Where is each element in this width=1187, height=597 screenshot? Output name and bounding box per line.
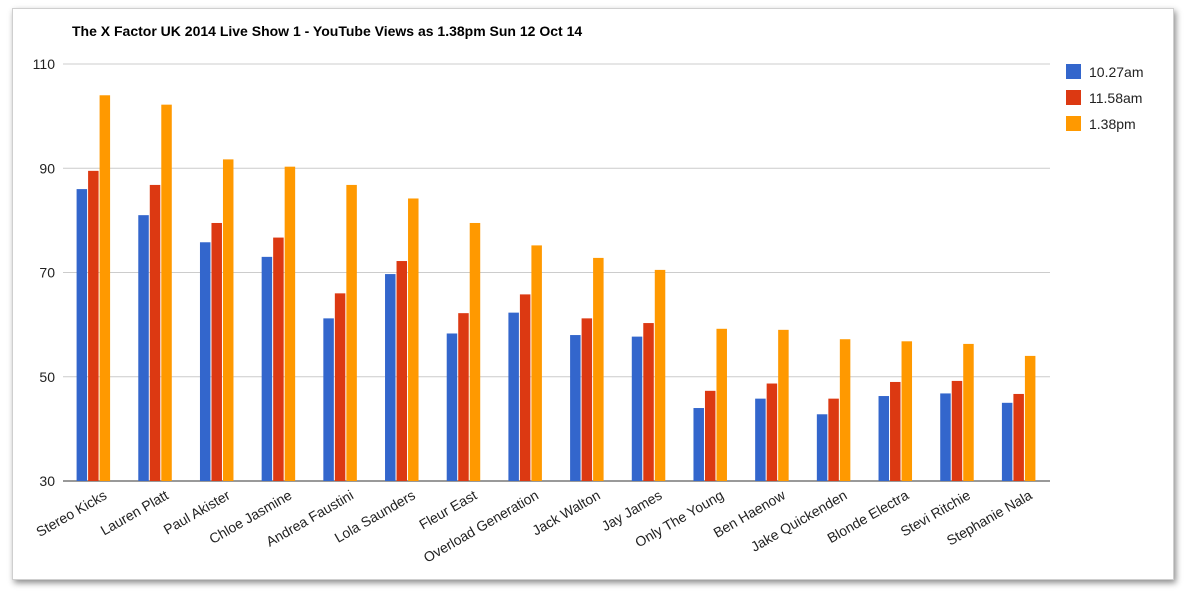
bars [76, 95, 1036, 482]
legend: 10.27am 11.58am 1.38pm [1066, 64, 1143, 132]
bar [878, 396, 890, 481]
bar [508, 312, 519, 481]
y-tick-label: 30 [39, 473, 55, 489]
bar [901, 341, 913, 481]
bar [408, 198, 419, 482]
bar [261, 256, 273, 481]
x-category-label: Lauren Platt [98, 487, 171, 539]
bar [716, 328, 727, 481]
bar [963, 343, 974, 481]
y-tick-label: 90 [39, 160, 55, 176]
chart-title: The X Factor UK 2014 Live Show 1 - YouTu… [72, 23, 583, 39]
bar [643, 323, 654, 481]
bar [766, 383, 778, 481]
legend-label: 11.58am [1089, 90, 1142, 106]
bar [99, 95, 111, 482]
y-tick-label: 50 [39, 369, 55, 385]
x-category-label: Overload Generation [421, 487, 542, 566]
bar [519, 294, 531, 481]
bar [149, 184, 161, 481]
bar [76, 189, 88, 481]
legend-label: 1.38pm [1089, 116, 1136, 132]
bar [839, 339, 851, 481]
bar [828, 398, 839, 481]
bar [704, 390, 716, 481]
bar [581, 318, 593, 481]
legend-swatch [1066, 90, 1081, 105]
bar [693, 408, 704, 481]
bar [199, 242, 211, 481]
bar [211, 222, 222, 481]
bar [1013, 393, 1024, 481]
bar [593, 257, 604, 481]
bar [778, 329, 789, 481]
bar [951, 380, 963, 481]
legend-label: 10.27am [1089, 64, 1143, 80]
legend-swatch [1066, 116, 1081, 131]
bar [88, 170, 99, 481]
bar [570, 335, 581, 481]
legend-swatch [1066, 64, 1081, 79]
bar [816, 414, 828, 481]
bar [284, 166, 296, 481]
bar [531, 245, 542, 481]
bar [940, 393, 951, 481]
bar [346, 184, 357, 481]
bar [1024, 355, 1036, 481]
x-category-label: Jack Walton [529, 487, 603, 539]
bar [631, 336, 643, 481]
y-tick-label: 70 [39, 265, 55, 281]
bar [469, 222, 481, 481]
bar [890, 381, 901, 481]
bar [458, 313, 469, 481]
bar [755, 398, 766, 481]
bar [654, 269, 666, 481]
y-axis-ticks: 110 90 70 50 30 [33, 56, 56, 489]
bar [273, 237, 284, 481]
x-category-label: Stereo Kicks [33, 487, 109, 540]
bar [385, 274, 396, 481]
bar [323, 318, 334, 481]
bar [334, 293, 346, 481]
bar [446, 333, 458, 481]
y-tick-label: 110 [33, 56, 56, 72]
bar [138, 215, 149, 481]
bar [396, 261, 408, 481]
bar [1001, 402, 1013, 481]
bar [222, 159, 234, 482]
bar [161, 104, 172, 481]
